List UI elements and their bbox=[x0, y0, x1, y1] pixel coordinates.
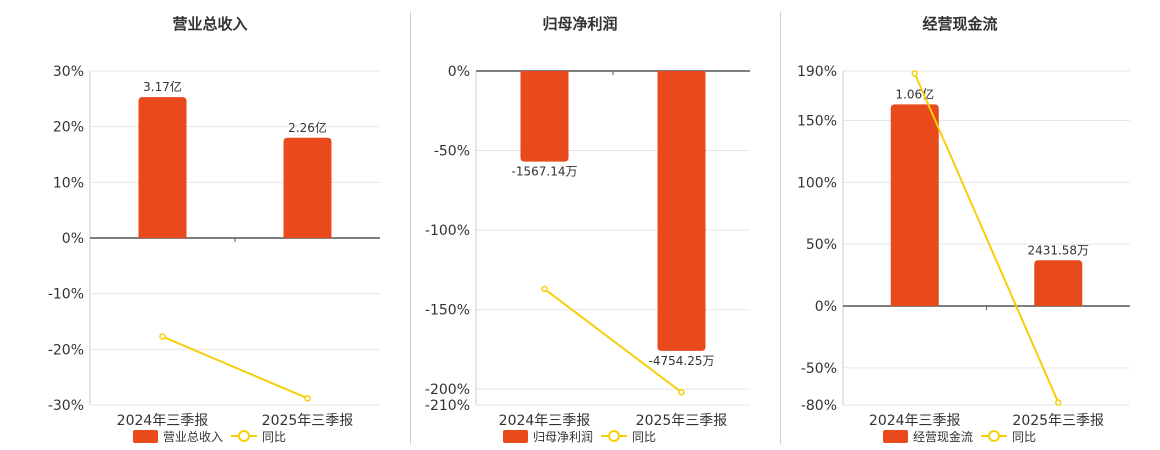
chart3-legend-line-label: 同比 bbox=[1012, 430, 1036, 444]
chart2-title: 归母净利润 bbox=[542, 15, 617, 33]
chart3-legend-line-marker bbox=[988, 430, 1000, 442]
chart2-bar-data-label: -4754.25万 bbox=[649, 354, 715, 368]
chart1-bar-data-label: 3.17亿 bbox=[143, 79, 182, 94]
chart2-xtick-label: 2024年三季报 bbox=[499, 413, 591, 429]
chart1-legend-line-label: 同比 bbox=[262, 430, 286, 444]
chart3-ytick-label: -50% bbox=[801, 361, 837, 377]
chart3-ytick-label: 190% bbox=[797, 64, 837, 80]
chart2-legend-bar-swatch bbox=[503, 430, 528, 443]
chart3-xtick-label: 2024年三季报 bbox=[869, 413, 961, 429]
chart3-ytick-label: 100% bbox=[797, 175, 837, 191]
chart1-yoy-point bbox=[304, 395, 311, 402]
chart2-legend-bar-label: 归母净利润 bbox=[533, 430, 593, 444]
chart3-yoy-point bbox=[1055, 399, 1062, 406]
chart3-ytick-label: -80% bbox=[801, 398, 837, 414]
chart1-bar bbox=[138, 97, 187, 238]
panel-divider-2 bbox=[780, 12, 781, 444]
panel-divider-1 bbox=[410, 12, 411, 444]
chart2-yoy-point bbox=[541, 285, 548, 293]
chart3-title: 经营现金流 bbox=[922, 15, 997, 33]
chart1-ytick-label: 0% bbox=[62, 231, 84, 247]
chart2-bar bbox=[657, 71, 706, 351]
chart1-ytick-label: -30% bbox=[48, 398, 84, 414]
chart3-bar-data-label: 1.06亿 bbox=[895, 86, 934, 101]
chart1-yoy-line bbox=[162, 335, 308, 400]
chart1-bar bbox=[283, 137, 332, 238]
chart3-bar-data-label: 2431.58万 bbox=[1027, 243, 1089, 257]
chart1-ytick-label: 10% bbox=[53, 175, 84, 191]
chart2-legend-line-label: 同比 bbox=[632, 430, 656, 444]
chart1-bar-data-label: 2.26亿 bbox=[288, 120, 327, 135]
chart1-legend-line-marker bbox=[238, 430, 250, 442]
chart3-ytick-label: 150% bbox=[797, 113, 837, 129]
chart2-ytick-label: -210% bbox=[425, 398, 470, 414]
chart2-ytick-label: -150% bbox=[425, 303, 470, 319]
chart3-yoy-line bbox=[913, 73, 1060, 403]
chart3-bar bbox=[890, 104, 939, 307]
chart2-bar bbox=[520, 71, 569, 162]
chart1-ytick-label: -10% bbox=[48, 287, 84, 303]
chart1-ytick-label: -20% bbox=[48, 342, 84, 358]
chart3-legend-bar-swatch bbox=[883, 430, 908, 443]
chart2-ytick-label: -100% bbox=[425, 223, 470, 239]
chart2-legend-line-marker bbox=[608, 430, 620, 442]
chart1-title: 营业总收入 bbox=[172, 15, 247, 33]
chart1-legend-bar-label: 营业总收入 bbox=[163, 430, 223, 444]
chart3-ytick-label: 0% bbox=[815, 299, 837, 315]
chart1-ytick-label: 20% bbox=[53, 120, 84, 136]
chart2-ytick-label: -200% bbox=[425, 382, 470, 398]
chart3-xtick-label: 2025年三季报 bbox=[1012, 413, 1104, 429]
chart1-ytick-label: 30% bbox=[53, 64, 84, 80]
chart2-bar-data-label: -1567.14万 bbox=[512, 165, 578, 179]
chart2-yoy-point bbox=[678, 389, 685, 396]
chart1-xtick-label: 2024年三季报 bbox=[117, 413, 209, 429]
chart3-ytick-label: 50% bbox=[806, 237, 837, 253]
chart1-yoy-point bbox=[159, 333, 166, 340]
chart3-bar bbox=[1034, 260, 1083, 307]
chart2-ytick-label: 0% bbox=[448, 64, 470, 80]
chart2-ytick-label: -50% bbox=[434, 144, 470, 160]
chart1-xtick-label: 2025年三季报 bbox=[262, 413, 354, 429]
chart3-legend-bar-label: 经营现金流 bbox=[913, 429, 973, 444]
chart3-yoy-point bbox=[911, 70, 918, 77]
chart2-xtick-label: 2025年三季报 bbox=[636, 413, 728, 429]
chart1-legend-bar-swatch bbox=[133, 430, 158, 443]
chart2-yoy-line bbox=[543, 288, 683, 394]
